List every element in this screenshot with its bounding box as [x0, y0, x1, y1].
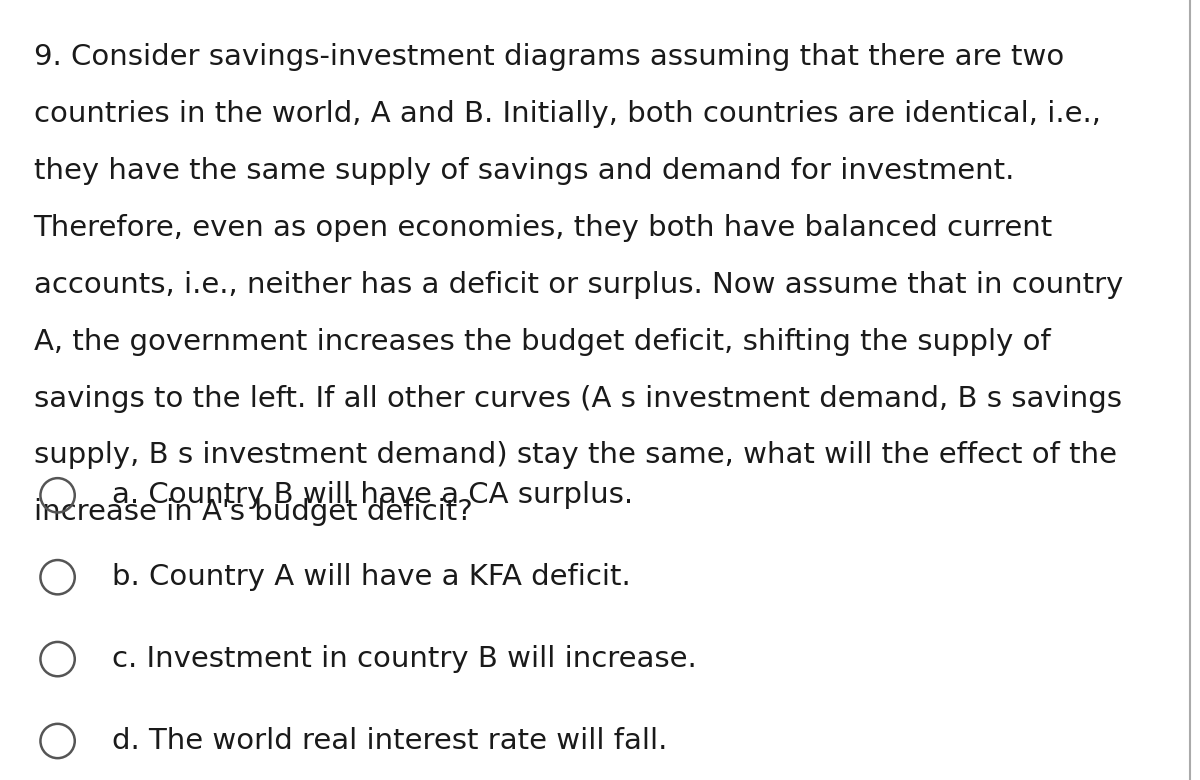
- Text: increase in A's budget deficit?: increase in A's budget deficit?: [34, 498, 473, 526]
- Text: Therefore, even as open economies, they both have balanced current: Therefore, even as open economies, they …: [34, 214, 1052, 242]
- Text: A, the government increases the budget deficit, shifting the supply of: A, the government increases the budget d…: [34, 328, 1050, 356]
- Text: countries in the world, A and B. Initially, both countries are identical, i.e.,: countries in the world, A and B. Initial…: [34, 100, 1100, 128]
- Text: accounts, i.e., neither has a deficit or surplus. Now assume that in country: accounts, i.e., neither has a deficit or…: [34, 271, 1123, 299]
- Text: 9. Consider savings-investment diagrams assuming that there are two: 9. Consider savings-investment diagrams …: [34, 43, 1064, 71]
- Text: c. Investment in country B will increase.: c. Investment in country B will increase…: [112, 645, 696, 673]
- Text: they have the same supply of savings and demand for investment.: they have the same supply of savings and…: [34, 157, 1014, 185]
- Text: b. Country A will have a KFA deficit.: b. Country A will have a KFA deficit.: [112, 563, 630, 591]
- Text: d. The world real interest rate will fall.: d. The world real interest rate will fal…: [112, 727, 667, 755]
- Text: savings to the left. If all other curves (A s investment demand, B s savings: savings to the left. If all other curves…: [34, 385, 1122, 413]
- Text: supply, B s investment demand) stay the same, what will the effect of the: supply, B s investment demand) stay the …: [34, 441, 1116, 470]
- Text: a. Country B will have a CA surplus.: a. Country B will have a CA surplus.: [112, 481, 632, 509]
